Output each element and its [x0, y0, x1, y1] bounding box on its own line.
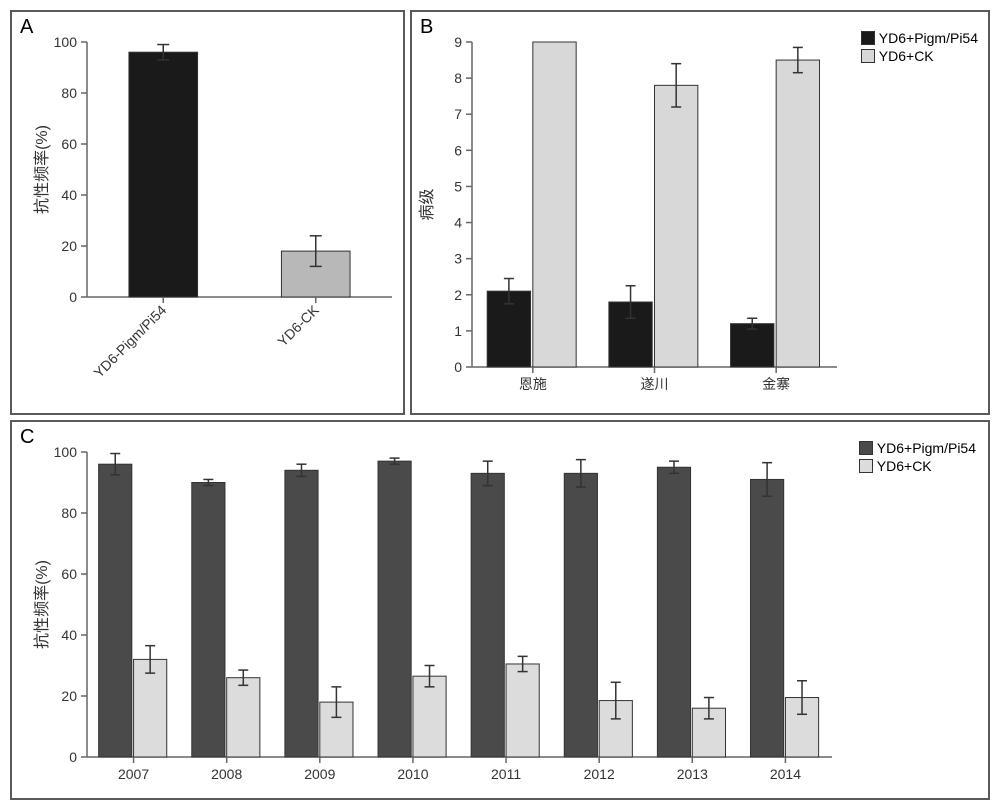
svg-text:7: 7 [454, 106, 462, 122]
svg-text:2009: 2009 [304, 766, 335, 782]
svg-text:6: 6 [454, 142, 462, 158]
svg-text:2012: 2012 [584, 766, 615, 782]
legend-label: YD6+CK [879, 48, 934, 64]
svg-text:0: 0 [69, 289, 77, 305]
svg-text:2014: 2014 [770, 766, 801, 782]
panel-b-legend: YD6+Pigm/Pi54 YD6+CK [861, 30, 978, 66]
svg-text:60: 60 [61, 566, 77, 582]
panel-b: B 0 1 2 3 4 5 6 7 8 9 病级恩施 遂川 金寨 YD6+Pigm/Pi54 YD6+CK [410, 10, 990, 415]
svg-text:20: 20 [61, 688, 77, 704]
legend-swatch [859, 441, 873, 455]
svg-text:80: 80 [61, 85, 77, 101]
legend-label: YD6+Pigm/Pi54 [877, 440, 976, 456]
legend-swatch [859, 459, 873, 473]
svg-text:40: 40 [61, 627, 77, 643]
svg-text:遂川: 遂川 [641, 376, 669, 392]
svg-text:2013: 2013 [677, 766, 708, 782]
svg-text:20: 20 [61, 238, 77, 254]
svg-text:2007: 2007 [118, 766, 149, 782]
svg-text:2: 2 [454, 287, 462, 303]
legend-item: YD6+Pigm/Pi54 [861, 30, 978, 46]
legend-label: YD6+CK [877, 458, 932, 474]
svg-text:0: 0 [454, 359, 462, 375]
svg-text:0: 0 [69, 749, 77, 765]
panel-c-legend: YD6+Pigm/Pi54 YD6+CK [859, 440, 976, 476]
svg-text:YD6-CK: YD6-CK [274, 301, 322, 349]
svg-text:60: 60 [61, 136, 77, 152]
svg-text:YD6-Pigm/Pi54: YD6-Pigm/Pi54 [90, 302, 169, 381]
svg-text:2008: 2008 [211, 766, 242, 782]
panel-a-label: A [20, 16, 33, 39]
svg-text:金寨: 金寨 [762, 376, 790, 392]
legend-label: YD6+Pigm/Pi54 [879, 30, 978, 46]
svg-text:抗性频率(%): 抗性频率(%) [33, 560, 51, 649]
svg-text:40: 40 [61, 187, 77, 203]
svg-text:100: 100 [54, 34, 78, 50]
svg-text:2011: 2011 [491, 766, 521, 782]
panel-c-chart: 0 20 40 60 80 100 抗性频率(%) 2007 2008 2009 2010 2011 2… [12, 422, 992, 802]
legend-item: YD6+Pigm/Pi54 [859, 440, 976, 456]
svg-text:抗性频率(%): 抗性频率(%) [33, 125, 51, 214]
panel-a: A 0 20 40 60 80 100 抗性频率(%) YD6-Pigm/Pi54 YD6-CK [10, 10, 405, 415]
panel-b-label: B [420, 16, 433, 39]
panel-a-chart: 0 20 40 60 80 100 抗性频率(%) YD6-Pigm/Pi54 YD6-CK [12, 12, 407, 417]
svg-text:病级: 病级 [418, 188, 436, 220]
svg-text:2010: 2010 [397, 766, 428, 782]
svg-text:100: 100 [54, 444, 78, 460]
svg-text:80: 80 [61, 505, 77, 521]
svg-text:1: 1 [454, 323, 462, 339]
panel-b-chart: 0 1 2 3 4 5 6 7 8 9 病级恩施 遂川 金寨 [412, 12, 992, 417]
svg-text:9: 9 [454, 34, 462, 50]
svg-text:5: 5 [454, 178, 462, 194]
legend-item: YD6+CK [861, 48, 978, 64]
svg-text:8: 8 [454, 70, 462, 86]
legend-swatch [861, 49, 875, 63]
svg-text:4: 4 [454, 215, 462, 231]
legend-swatch [861, 31, 875, 45]
legend-item: YD6+CK [859, 458, 976, 474]
panel-c-label: C [20, 426, 34, 449]
panel-c: C 0 20 40 60 80 100 抗性频率(%) 2007 2008 2009 2010 201… [10, 420, 990, 800]
figure-container: A 020406080100抗性频率(%)YD6-Pigm/Pi54YD6-CK… [10, 10, 990, 800]
svg-text:3: 3 [454, 251, 462, 267]
svg-text:恩施: 恩施 [519, 376, 547, 392]
